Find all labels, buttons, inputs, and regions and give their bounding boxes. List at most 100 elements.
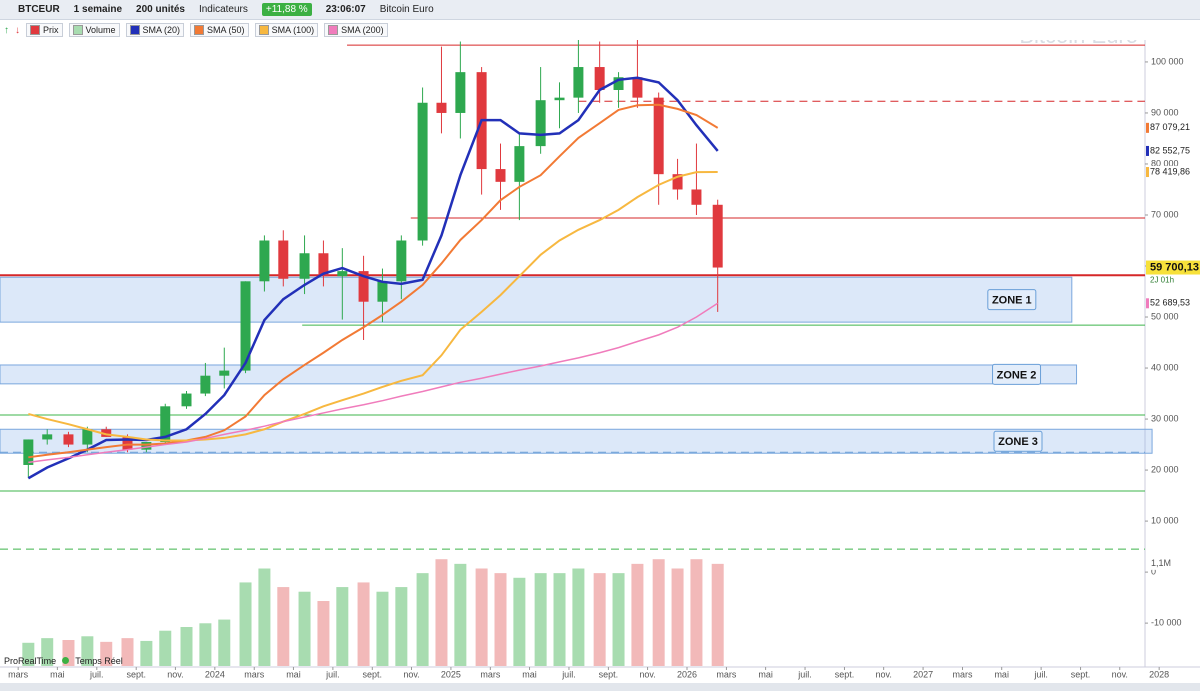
x-tick-label: juil. bbox=[325, 669, 340, 679]
zone-label: ZONE 2 bbox=[997, 369, 1037, 381]
sma-chip[interactable]: SMA (100) bbox=[254, 23, 319, 37]
volume-bar bbox=[494, 573, 507, 666]
candle-body bbox=[495, 169, 506, 182]
sma-line bbox=[28, 103, 719, 459]
price-tag: 52 689,53 bbox=[1150, 298, 1190, 308]
x-tick-label: mai bbox=[758, 669, 773, 679]
candle-body bbox=[535, 100, 546, 147]
candle-body bbox=[573, 67, 584, 98]
candle-body bbox=[259, 240, 270, 282]
candle-body bbox=[358, 271, 369, 302]
period[interactable]: 1 semaine bbox=[73, 4, 123, 15]
x-tick-label: mai bbox=[522, 669, 537, 679]
y-tick-label: 100 000 bbox=[1151, 56, 1184, 66]
up-arrow[interactable]: ↑ bbox=[4, 24, 9, 36]
x-tick-label: juil. bbox=[89, 669, 104, 679]
down-arrow[interactable]: ↓ bbox=[15, 24, 20, 36]
sma-chip[interactable]: SMA (200) bbox=[324, 23, 388, 37]
y-tick-label: 10 000 bbox=[1151, 515, 1179, 525]
volume-name: Volume bbox=[85, 25, 116, 35]
x-tick-label: sept. bbox=[1071, 669, 1091, 679]
x-tick-label: juil. bbox=[1033, 669, 1048, 679]
sma-swatch bbox=[258, 25, 269, 35]
x-tick-label: 2025 bbox=[441, 669, 461, 679]
volume-bar bbox=[376, 591, 389, 666]
candle-body bbox=[219, 370, 230, 376]
instrument-name: Bitcoin Euro bbox=[379, 4, 434, 15]
volume-bar bbox=[100, 641, 113, 666]
candle-body bbox=[653, 97, 664, 175]
volume-bar bbox=[239, 582, 252, 666]
volume-bar bbox=[199, 623, 212, 666]
price-tag-marker bbox=[1146, 298, 1149, 309]
volume-bar bbox=[298, 591, 311, 666]
x-tick-label: nov. bbox=[403, 669, 419, 679]
x-tick-label: mars bbox=[8, 669, 28, 679]
price-chip[interactable]: Prix bbox=[26, 23, 63, 37]
price-tag: 78 419,86 bbox=[1150, 166, 1190, 176]
x-tick-label: 2026 bbox=[677, 669, 697, 679]
volume-bar bbox=[336, 587, 349, 666]
sma-line bbox=[28, 171, 718, 442]
volume-bar bbox=[416, 573, 429, 666]
x-tick-label: mars bbox=[953, 669, 973, 679]
y-tick-label: 70 000 bbox=[1151, 209, 1179, 219]
candle-body bbox=[299, 253, 310, 279]
zone-label-box bbox=[992, 363, 1042, 385]
candle-body bbox=[436, 102, 447, 113]
x-tick-label: juil. bbox=[797, 669, 812, 679]
brand-name: ProRealTime bbox=[4, 655, 57, 666]
candle-body bbox=[396, 240, 407, 282]
volume-chip[interactable]: Volume bbox=[68, 23, 120, 37]
sma-swatch bbox=[129, 25, 140, 35]
candle-body bbox=[122, 436, 133, 450]
candle-body bbox=[417, 102, 428, 241]
x-tick-label: juil. bbox=[561, 669, 576, 679]
indicators-menu[interactable]: Indicateurs bbox=[198, 4, 248, 15]
volume-bar bbox=[395, 587, 408, 666]
sma-chip[interactable]: SMA (50) bbox=[190, 23, 249, 37]
y-tick-label: 80 000 bbox=[1151, 158, 1179, 168]
volume-bar bbox=[553, 573, 566, 666]
volume-bar bbox=[513, 577, 526, 666]
y-tick-label: 20 000 bbox=[1151, 464, 1179, 474]
volume-bar bbox=[41, 638, 54, 666]
candle-body bbox=[337, 271, 348, 277]
x-tick-label: mars bbox=[244, 669, 264, 679]
volume-bar bbox=[121, 638, 134, 666]
sma-name: SMA (20) bbox=[142, 25, 181, 35]
candle-body bbox=[23, 439, 34, 465]
y-tick-label: 90 000 bbox=[1151, 107, 1179, 117]
candle-body bbox=[377, 281, 388, 302]
candle-body bbox=[554, 97, 565, 101]
symbol[interactable]: BTCEUR bbox=[18, 4, 60, 15]
candle-body bbox=[455, 72, 466, 113]
candle-body bbox=[691, 189, 702, 205]
x-tick-label: nov. bbox=[639, 669, 655, 679]
zone-label: ZONE 3 bbox=[998, 436, 1038, 448]
y-tick-label: 40 000 bbox=[1151, 362, 1179, 372]
zone bbox=[0, 428, 1153, 454]
price-tag: 82 552,75 bbox=[1150, 145, 1190, 155]
price-tag-bg bbox=[1146, 166, 1200, 179]
volume-bar bbox=[180, 627, 193, 666]
x-tick-label: mai bbox=[994, 669, 1009, 679]
candle-body bbox=[632, 77, 643, 98]
volume-bar bbox=[317, 601, 330, 666]
volume-bar bbox=[140, 640, 153, 666]
candle-body bbox=[594, 67, 605, 90]
candle-body bbox=[42, 434, 53, 440]
y-tick-label: 50 000 bbox=[1151, 311, 1179, 321]
volume-bar bbox=[671, 568, 684, 666]
x-tick-label: sept. bbox=[126, 669, 146, 679]
volume-bar bbox=[572, 568, 585, 666]
volume-bar bbox=[690, 559, 703, 666]
sma-chip[interactable]: SMA (20) bbox=[125, 23, 185, 37]
volume-bar bbox=[159, 630, 172, 666]
volume-bar bbox=[258, 568, 271, 666]
units[interactable]: 200 unités bbox=[136, 4, 185, 15]
volume-bar bbox=[454, 563, 467, 666]
candle-body bbox=[240, 281, 251, 371]
